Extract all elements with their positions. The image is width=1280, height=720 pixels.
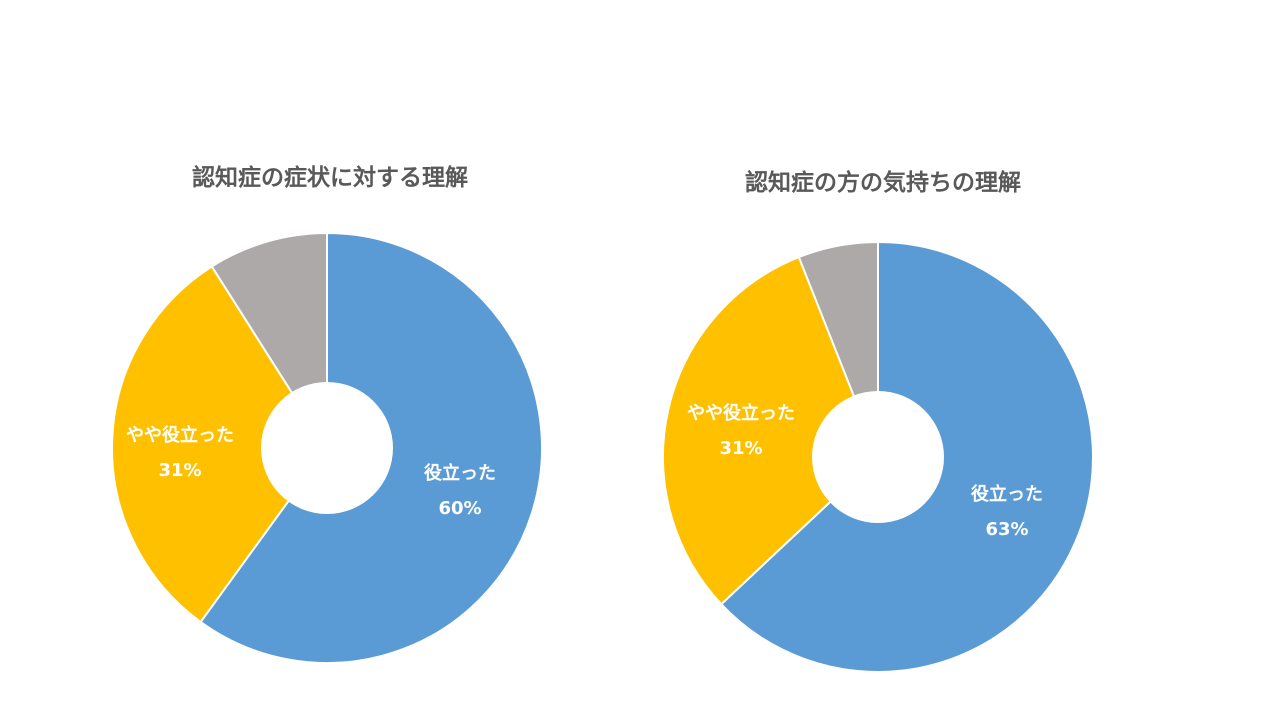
data-label-name-somewhat-helpful-symptoms: やや役立った — [126, 424, 234, 446]
donut-hole-feelings — [812, 391, 944, 523]
data-label-value-somewhat-helpful-symptoms: 31% — [158, 460, 201, 481]
donut-hole-symptoms — [261, 382, 393, 514]
slice-somewhat-helpful-symptoms — [111, 265, 329, 624]
chart-title-feelings: 認知症の方の気持ちの理解 — [745, 170, 1021, 196]
data-label-name-helpful-symptoms: 役立った — [424, 462, 496, 484]
data-label-value-helpful-symptoms: 60% — [438, 498, 481, 519]
data-label-name-helpful-feelings: 役立った — [971, 483, 1043, 505]
slice-somewhat-helpful-feelings — [662, 255, 880, 606]
data-label-name-somewhat-helpful-feelings: やや役立った — [687, 402, 795, 424]
data-label-value-helpful-feelings: 63% — [985, 519, 1028, 540]
data-label-value-somewhat-helpful-feelings: 31% — [719, 438, 762, 459]
chart-title-symptoms: 認知症の症状に対する理解 — [192, 165, 468, 191]
